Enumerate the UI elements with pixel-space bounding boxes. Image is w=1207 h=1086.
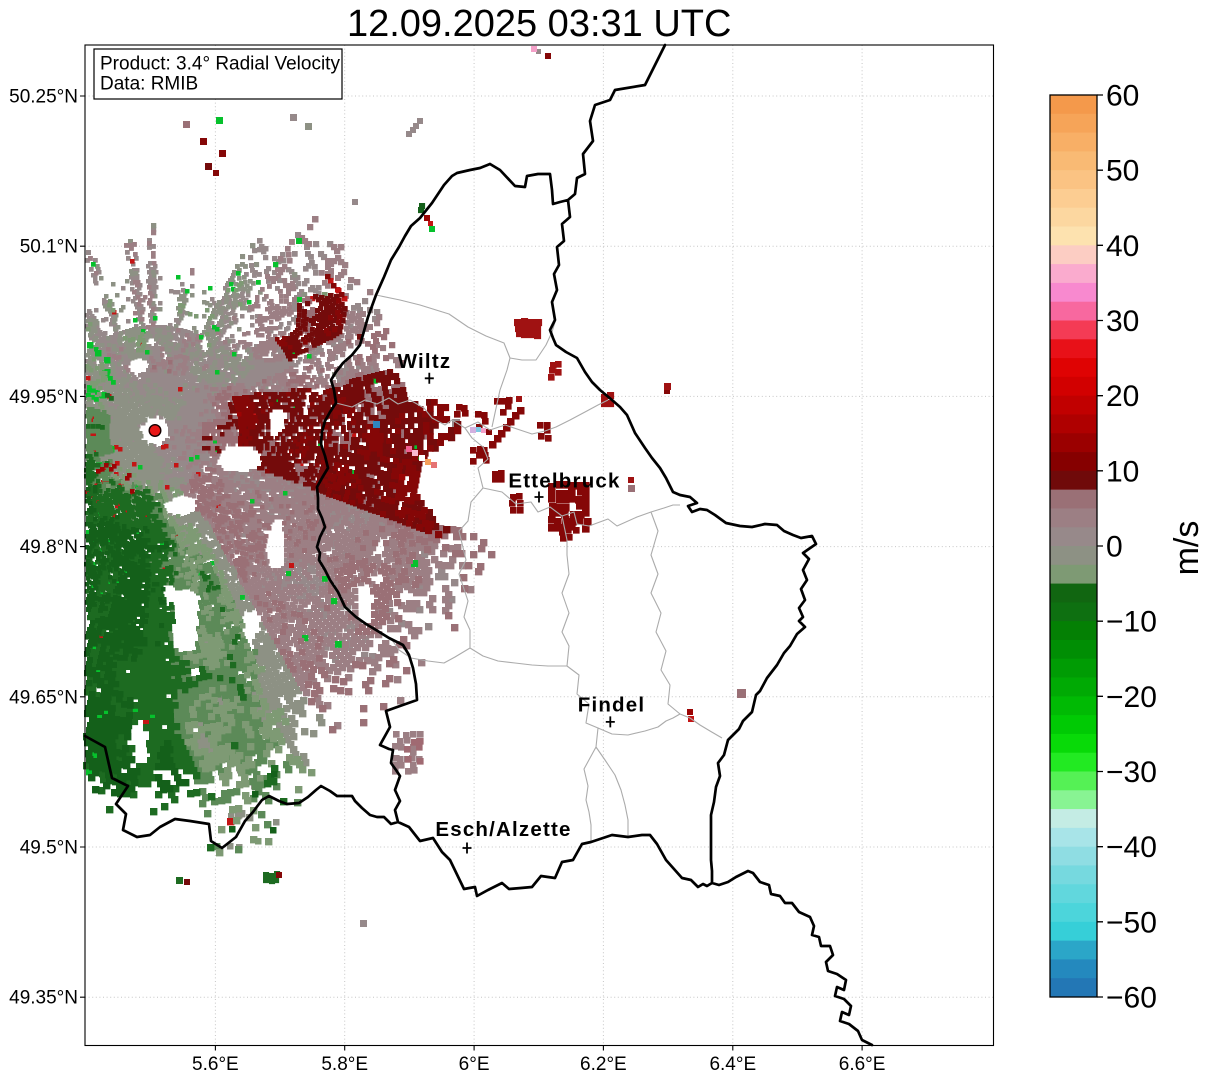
svg-text:5.6°E: 5.6°E <box>192 1054 239 1075</box>
svg-text:10: 10 <box>1106 455 1139 488</box>
svg-text:m/s: m/s <box>1168 521 1206 576</box>
svg-text:49.35°N: 49.35°N <box>9 988 78 1009</box>
svg-text:49.95°N: 49.95°N <box>9 387 78 408</box>
svg-text:Findel: Findel <box>578 693 646 716</box>
svg-text:−20: −20 <box>1106 681 1157 714</box>
svg-text:60: 60 <box>1106 80 1139 113</box>
svg-text:49.8°N: 49.8°N <box>20 537 78 558</box>
svg-text:6.4°E: 6.4°E <box>709 1054 756 1075</box>
svg-text:50.25°N: 50.25°N <box>9 87 78 108</box>
svg-text:−40: −40 <box>1106 831 1157 864</box>
svg-text:5.8°E: 5.8°E <box>321 1054 368 1075</box>
svg-text:6.2°E: 6.2°E <box>580 1054 627 1075</box>
svg-text:−60: −60 <box>1106 982 1157 1015</box>
svg-text:Product: 3.4° Radial Velocity: Product: 3.4° Radial Velocity <box>100 54 340 75</box>
svg-text:40: 40 <box>1106 230 1139 263</box>
svg-text:−50: −50 <box>1106 906 1157 939</box>
svg-text:−30: −30 <box>1106 756 1157 789</box>
svg-text:0: 0 <box>1106 531 1123 564</box>
svg-text:49.65°N: 49.65°N <box>9 687 78 708</box>
svg-text:Ettelbruck: Ettelbruck <box>508 470 620 493</box>
svg-text:6.6°E: 6.6°E <box>839 1054 886 1075</box>
svg-text:6°E: 6°E <box>459 1054 490 1075</box>
svg-text:12.09.2025 03:31 UTC: 12.09.2025 03:31 UTC <box>347 3 732 45</box>
svg-text:Data: RMIB: Data: RMIB <box>100 74 198 95</box>
svg-text:49.5°N: 49.5°N <box>20 838 78 859</box>
svg-text:20: 20 <box>1106 380 1139 413</box>
svg-text:50: 50 <box>1106 155 1139 188</box>
svg-text:50.1°N: 50.1°N <box>20 237 78 258</box>
svg-text:Esch/Alzette: Esch/Alzette <box>435 818 571 841</box>
svg-text:30: 30 <box>1106 305 1139 338</box>
svg-text:Wiltz: Wiltz <box>398 350 452 373</box>
svg-text:−10: −10 <box>1106 606 1157 639</box>
